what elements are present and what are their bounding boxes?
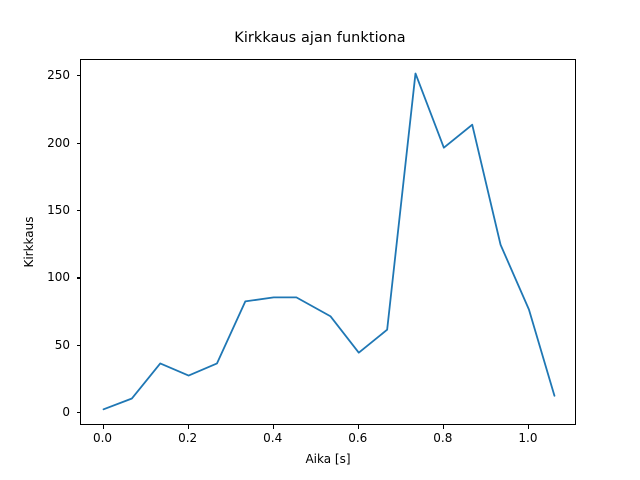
x-tick-mark: [102, 425, 104, 429]
y-tick-label: 150: [47, 203, 70, 218]
x-tick-mark: [527, 425, 530, 429]
y-tick-mark: [76, 277, 80, 279]
x-tick-mark: [357, 425, 359, 429]
x-tick-label: 0.2: [178, 431, 198, 445]
x-tick-mark: [272, 425, 274, 429]
y-tick-mark: [76, 210, 80, 212]
x-tick-label: 0.4: [263, 431, 283, 445]
y-tick-label: 100: [47, 270, 70, 285]
series-line-kirkkaus: [102, 72, 556, 411]
y-tick-label: 0: [62, 405, 70, 420]
y-tick-label: 200: [47, 135, 70, 150]
x-tick-label: 1.0: [518, 431, 538, 445]
x-tick-label: 0.8: [433, 431, 453, 445]
y-tick-label: 50: [54, 337, 70, 352]
x-tick-mark: [187, 425, 189, 429]
y-tick-label: 250: [47, 68, 70, 83]
page-title: Kirkkaus ajan funktiona: [234, 30, 406, 46]
y-axis-label: Kirkkaus: [22, 216, 36, 268]
y-tick-mark: [76, 75, 80, 77]
x-tick-label: 0.6: [348, 431, 368, 445]
y-tick-mark: [76, 344, 80, 346]
y-tick-mark: [76, 142, 80, 144]
y-tick-mark: [76, 412, 80, 414]
plot-axes: [80, 59, 576, 425]
x-tick-label: 0.0: [92, 431, 113, 445]
x-axis-label: Aika [s]: [305, 452, 351, 466]
data-line-plot: [102, 72, 556, 411]
x-tick-mark: [442, 425, 444, 429]
